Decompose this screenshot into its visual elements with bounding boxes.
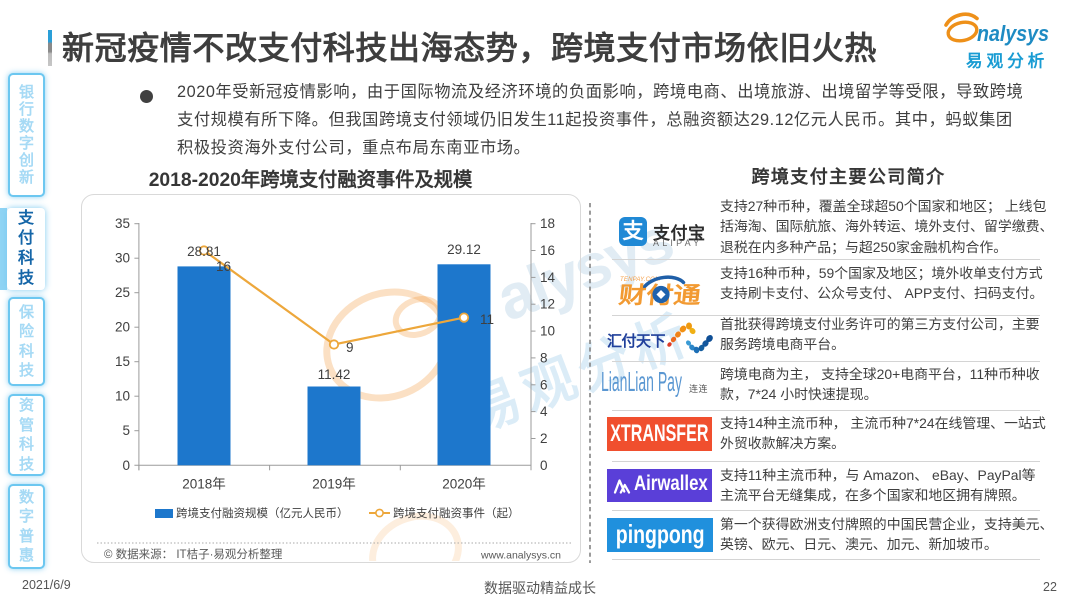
svg-text:16: 16: [540, 243, 555, 258]
svg-text:9: 9: [346, 340, 354, 355]
svg-text:8: 8: [540, 350, 548, 365]
svg-text:14: 14: [540, 270, 556, 285]
svg-text:5: 5: [122, 423, 130, 438]
svg-text:35: 35: [115, 216, 130, 231]
svg-text:28.81: 28.81: [187, 244, 221, 259]
svg-text:跨境支付融资规模（亿元人民币）: 跨境支付融资规模（亿元人民币）: [176, 506, 349, 520]
svg-text:2018年: 2018年: [182, 477, 226, 492]
svg-text:11: 11: [480, 312, 494, 327]
svg-text:15: 15: [115, 354, 130, 369]
svg-text:2: 2: [540, 431, 548, 446]
svg-text:6: 6: [540, 377, 548, 392]
svg-text:nalysys: nalysys: [977, 21, 1049, 46]
svg-text:© 数据来源： IT桔子·易观分析整理: © 数据来源： IT桔子·易观分析整理: [104, 547, 283, 561]
svg-text:11.42: 11.42: [318, 367, 351, 382]
svg-text:4: 4: [540, 404, 548, 419]
svg-text:16: 16: [216, 259, 231, 274]
svg-text:0: 0: [122, 458, 130, 473]
svg-text:29.12: 29.12: [447, 242, 481, 257]
svg-text:易观分析: 易观分析: [966, 51, 1048, 71]
svg-text:www.analysys.cn: www.analysys.cn: [480, 550, 561, 562]
svg-text:30: 30: [115, 251, 130, 266]
svg-text:0: 0: [540, 458, 548, 473]
svg-text:2019年: 2019年: [312, 477, 356, 492]
svg-text:12: 12: [540, 297, 555, 312]
svg-text:10: 10: [115, 389, 130, 404]
svg-text:10: 10: [540, 324, 555, 339]
svg-text:20: 20: [115, 320, 130, 335]
svg-text:18: 18: [540, 216, 555, 231]
svg-text:25: 25: [115, 285, 130, 300]
svg-text:TENPAY.COM: TENPAY.COM: [620, 277, 660, 283]
svg-text:2020年: 2020年: [442, 477, 486, 492]
svg-text:跨境支付融资事件（起）: 跨境支付融资事件（起）: [393, 506, 520, 520]
